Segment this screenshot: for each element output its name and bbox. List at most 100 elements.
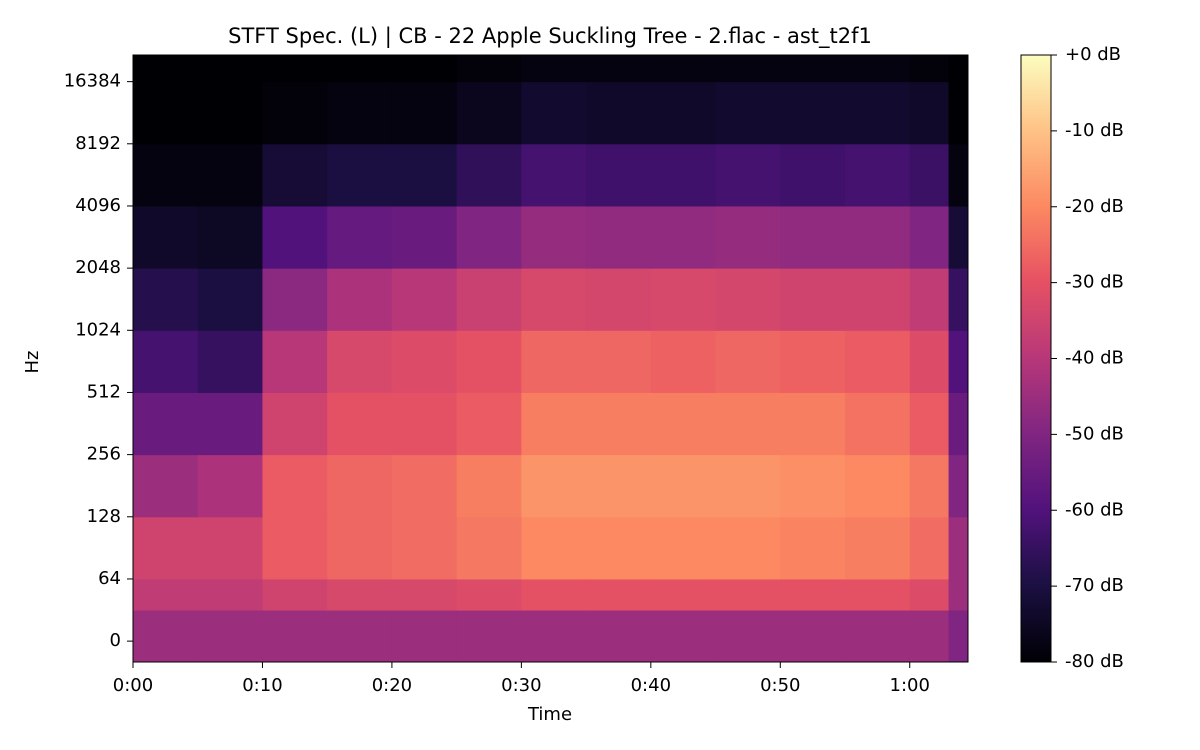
- heatmap-cell: [845, 516, 911, 580]
- heatmap-cell: [391, 578, 458, 611]
- heatmap-cell: [391, 610, 458, 663]
- heatmap-cell: [909, 55, 950, 83]
- heatmap-cell: [715, 268, 781, 331]
- x-tick-label: 0:40: [631, 675, 671, 696]
- heatmap-cell: [909, 268, 950, 331]
- heatmap-cell: [948, 392, 969, 456]
- colorbar-tick-label: -10 dB: [1065, 120, 1124, 141]
- heatmap-cell: [262, 516, 328, 580]
- heatmap-cell: [845, 578, 911, 611]
- heatmap-cell: [845, 268, 911, 331]
- heatmap-cell: [715, 392, 781, 456]
- x-tick-label: 0:50: [760, 675, 800, 696]
- heatmap-cell: [909, 143, 950, 207]
- heatmap-cell: [650, 578, 717, 611]
- heatmap-cell: [133, 454, 199, 518]
- heatmap-cell: [909, 516, 950, 580]
- heatmap-cell: [780, 578, 846, 611]
- heatmap-cell: [197, 610, 263, 663]
- heatmap-cell: [715, 454, 781, 518]
- x-tick-label: 0:00: [113, 675, 153, 696]
- heatmap-cell: [948, 516, 969, 580]
- heatmap-cell: [197, 81, 263, 145]
- heatmap-cell: [948, 205, 969, 269]
- heatmap-cell: [456, 268, 522, 331]
- y-tick-label: 1024: [75, 319, 121, 340]
- heatmap-cell: [327, 454, 393, 518]
- chart-title: STFT Spec. (L) | CB - 22 Apple Suckling …: [228, 24, 872, 49]
- heatmap-cell: [521, 578, 587, 611]
- heatmap-cell: [262, 205, 328, 269]
- heatmap-cell: [456, 81, 522, 145]
- heatmap-cell: [780, 205, 846, 269]
- heatmap-cell: [909, 81, 950, 145]
- heatmap-cell: [521, 330, 587, 393]
- y-tick-label: 0: [110, 630, 121, 651]
- heatmap-cell: [650, 81, 717, 145]
- x-tick-label: 0:20: [372, 675, 412, 696]
- x-tick-label: 0:10: [242, 675, 282, 696]
- y-tick-label: 256: [87, 444, 121, 465]
- heatmap-cell: [715, 81, 781, 145]
- heatmap-cell: [456, 454, 522, 518]
- heatmap-cell: [262, 610, 328, 663]
- heatmap-cell: [586, 205, 652, 269]
- heatmap-cell: [521, 610, 587, 663]
- heatmap-cell: [715, 330, 781, 393]
- heatmap-cell: [650, 330, 717, 393]
- heatmap-cell: [586, 268, 652, 331]
- y-tick-label: 64: [98, 568, 121, 589]
- heatmap-cell: [650, 516, 717, 580]
- heatmap-cell: [715, 205, 781, 269]
- heatmap-cell: [133, 516, 199, 580]
- heatmap-cell: [327, 268, 393, 331]
- heatmap-cell: [845, 610, 911, 663]
- heatmap-cell: [780, 268, 846, 331]
- colorbar-tick-label: -60 dB: [1065, 499, 1124, 520]
- heatmap-cell: [586, 578, 652, 611]
- heatmap-cell: [948, 55, 969, 83]
- heatmap-cell: [521, 516, 587, 580]
- heatmap-cell: [327, 81, 393, 145]
- heatmap-cell: [948, 578, 969, 611]
- heatmap-cell: [650, 454, 717, 518]
- heatmap-cell: [262, 454, 328, 518]
- heatmap-cell: [650, 205, 717, 269]
- heatmap-cell: [948, 610, 969, 663]
- heatmap-cell: [456, 610, 522, 663]
- y-tick-label: 128: [87, 506, 121, 527]
- y-tick-label: 8192: [75, 133, 121, 154]
- y-tick-label: 16384: [64, 71, 121, 92]
- colorbar: [1020, 54, 1052, 663]
- heatmap-cell: [456, 392, 522, 456]
- heatmap-cell: [262, 392, 328, 456]
- heatmap-cell: [391, 516, 458, 580]
- heatmap-cell: [909, 578, 950, 611]
- heatmap-cell: [391, 330, 458, 393]
- heatmap-cell: [521, 205, 587, 269]
- heatmap-cell: [845, 454, 911, 518]
- heatmap-cell: [650, 610, 717, 663]
- heatmap-cell: [948, 268, 969, 331]
- heatmap-cell: [586, 610, 652, 663]
- colorbar-tick-label: -30 dB: [1065, 272, 1124, 293]
- heatmap-cell: [327, 330, 393, 393]
- heatmap-cell: [845, 55, 911, 83]
- heatmap-cell: [845, 330, 911, 393]
- heatmap-cell: [197, 205, 263, 269]
- heatmap-cell: [909, 610, 950, 663]
- heatmap-cell: [133, 268, 199, 331]
- heatmap-cell: [586, 143, 652, 207]
- heatmap-cell: [948, 143, 969, 207]
- heatmap-cell: [391, 392, 458, 456]
- heatmap-cell: [650, 268, 717, 331]
- colorbar-tick-label: -40 dB: [1065, 348, 1124, 369]
- heatmap-cell: [327, 516, 393, 580]
- heatmap-cell: [456, 55, 522, 83]
- heatmap-cell: [715, 143, 781, 207]
- heatmap-cell: [586, 55, 652, 83]
- y-tick-label: 2048: [75, 257, 121, 278]
- heatmap-cell: [262, 330, 328, 393]
- y-tick-label: 4096: [75, 195, 121, 216]
- heatmap-cell: [197, 55, 263, 83]
